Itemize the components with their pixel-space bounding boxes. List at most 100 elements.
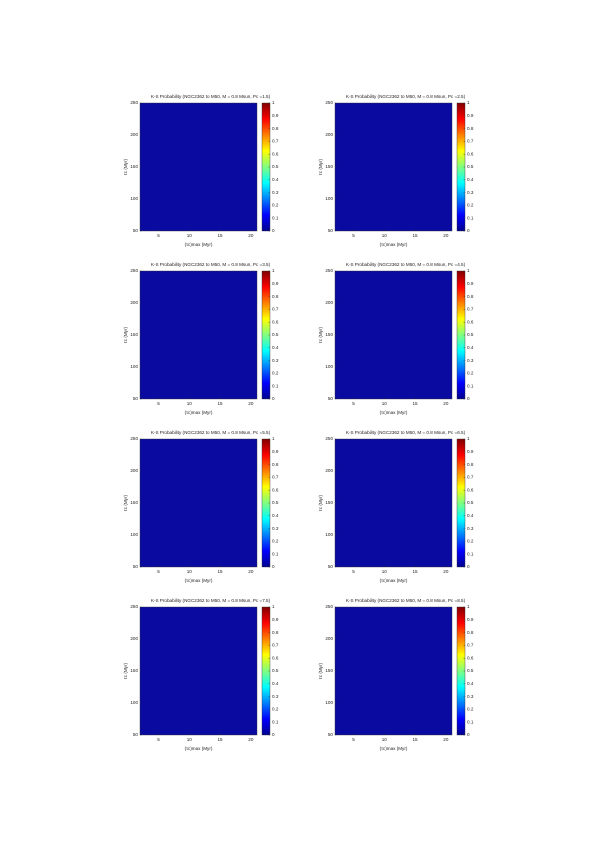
x-axis-label: (τc)max (Myr) bbox=[185, 746, 213, 751]
y-tick-label: 250 bbox=[130, 436, 138, 441]
colorbar-tick-label: 1 bbox=[272, 436, 275, 441]
colorbar-tick-label: 0.3 bbox=[467, 526, 474, 531]
colorbar-tick-label: 0.6 bbox=[272, 487, 279, 492]
x-tick-label: 15 bbox=[412, 401, 418, 406]
y-tick-label: 200 bbox=[325, 300, 333, 305]
colorbar-tick-label: 0.3 bbox=[272, 190, 279, 195]
heatmap-field bbox=[335, 103, 452, 231]
colorbar-tick-label: 1 bbox=[467, 604, 470, 609]
colorbar-tick-label: 0.4 bbox=[467, 345, 474, 350]
y-tick-label: 150 bbox=[130, 332, 138, 337]
panel: K-S Probability (NGC2362 to M50, M = 0.8… bbox=[318, 598, 474, 751]
y-tick-label: 250 bbox=[130, 604, 138, 609]
colorbar-tick-label: 0.4 bbox=[272, 681, 279, 686]
heatmap-field bbox=[335, 271, 452, 399]
x-tick-label: 5 bbox=[352, 569, 355, 574]
colorbar-tick-label: 0.3 bbox=[467, 694, 474, 699]
colorbar-tick-label: 0.3 bbox=[467, 358, 474, 363]
heatmap-field bbox=[335, 439, 452, 567]
y-tick-label: 250 bbox=[325, 268, 333, 273]
y-tick-label: 150 bbox=[325, 332, 333, 337]
colorbar-tick-label: 0.3 bbox=[272, 526, 279, 531]
panel-title: K-S Probability (NGC2362 to M50, M = 0.8… bbox=[346, 94, 466, 99]
colorbar-tick-label: 0.9 bbox=[272, 617, 279, 622]
colorbar-tick-label: 0.8 bbox=[467, 630, 474, 635]
colorbar-tick-label: 0.7 bbox=[272, 643, 279, 648]
colorbar-tick-label: 0.2 bbox=[272, 371, 279, 376]
colorbar-tick-label: 0.1 bbox=[467, 215, 474, 220]
colorbar-tick-label: 0.2 bbox=[467, 203, 474, 208]
colorbar-tick-label: 0.2 bbox=[467, 371, 474, 376]
colorbar-tick-label: 0.7 bbox=[467, 139, 474, 144]
colorbar-tick-label: 0.4 bbox=[467, 513, 474, 518]
x-tick-label: 10 bbox=[187, 401, 193, 406]
heatmap-field bbox=[140, 271, 257, 399]
colorbar-tick-label: 0.7 bbox=[467, 643, 474, 648]
colorbar-tick-label: 0.8 bbox=[467, 126, 474, 131]
colorbar-tick-label: 0.3 bbox=[467, 190, 474, 195]
y-tick-label: 100 bbox=[130, 196, 138, 201]
panel: K-S Probability (NGC2362 to M50, M = 0.8… bbox=[318, 262, 474, 415]
y-tick-label: 50 bbox=[133, 732, 139, 737]
x-tick-label: 5 bbox=[157, 569, 160, 574]
colorbar-tick-label: 0.8 bbox=[272, 294, 279, 299]
colorbar-tick-label: 0.6 bbox=[467, 487, 474, 492]
heatmap-field bbox=[335, 607, 452, 735]
y-tick-label: 50 bbox=[133, 564, 139, 569]
colorbar-tick-label: 0.1 bbox=[467, 383, 474, 388]
colorbar-tick-label: 0.2 bbox=[272, 203, 279, 208]
colorbar-tick-label: 0.3 bbox=[272, 694, 279, 699]
colorbar-tick-label: 0.9 bbox=[272, 281, 279, 286]
panel: K-S Probability (NGC2362 to M50, M = 0.8… bbox=[318, 430, 474, 583]
x-tick-label: 5 bbox=[352, 737, 355, 742]
panel-title: K-S Probability (NGC2362 to M50, M = 0.8… bbox=[151, 94, 271, 99]
colorbar-tick-label: 0.1 bbox=[467, 719, 474, 724]
colorbar-tick-label: 0.8 bbox=[272, 126, 279, 131]
x-tick-label: 10 bbox=[382, 401, 388, 406]
colorbar-tick-label: 0.5 bbox=[467, 332, 474, 337]
x-tick-label: 20 bbox=[443, 233, 449, 238]
y-tick-label: 50 bbox=[133, 396, 139, 401]
y-tick-label: 250 bbox=[325, 436, 333, 441]
y-tick-label: 200 bbox=[325, 636, 333, 641]
panel: K-S Probability (NGC2362 to M50, M = 0.8… bbox=[318, 94, 474, 247]
colorbar-tick-label: 1 bbox=[467, 100, 470, 105]
colorbar-tick-label: 0.5 bbox=[272, 500, 279, 505]
x-tick-label: 20 bbox=[248, 401, 254, 406]
heatmap-field bbox=[140, 439, 257, 567]
panel-title: K-S Probability (NGC2362 to M50, M = 0.8… bbox=[346, 262, 466, 267]
x-tick-label: 20 bbox=[248, 737, 254, 742]
y-tick-label: 50 bbox=[328, 732, 334, 737]
panel: K-S Probability (NGC2362 to M50, M = 0.8… bbox=[123, 262, 279, 415]
colorbar-tick-label: 0 bbox=[272, 228, 275, 233]
colorbar-tick-label: 0.9 bbox=[272, 113, 279, 118]
x-tick-label: 15 bbox=[217, 569, 223, 574]
y-tick-label: 250 bbox=[130, 100, 138, 105]
colorbar-tick-label: 1 bbox=[467, 436, 470, 441]
colorbar-tick-label: 0.1 bbox=[272, 215, 279, 220]
colorbar-tick-label: 0.2 bbox=[272, 707, 279, 712]
y-axis-label: τc (Myr) bbox=[123, 158, 128, 175]
colorbar-tick-label: 0.5 bbox=[467, 500, 474, 505]
x-tick-label: 20 bbox=[443, 401, 449, 406]
y-tick-label: 50 bbox=[328, 396, 334, 401]
x-tick-label: 10 bbox=[187, 737, 193, 742]
panel-title: K-S Probability (NGC2362 to M50, M = 0.8… bbox=[151, 598, 271, 603]
colorbar-tick-label: 0.4 bbox=[272, 513, 279, 518]
x-tick-label: 20 bbox=[248, 569, 254, 574]
colorbar-tick-label: 0.4 bbox=[467, 681, 474, 686]
y-tick-label: 100 bbox=[325, 700, 333, 705]
x-tick-label: 5 bbox=[352, 401, 355, 406]
colorbar-tick-label: 0 bbox=[272, 732, 275, 737]
colorbar-tick-label: 0.4 bbox=[272, 345, 279, 350]
x-tick-label: 5 bbox=[352, 233, 355, 238]
colorbar-tick-label: 0.1 bbox=[272, 383, 279, 388]
colorbar-tick-label: 0.8 bbox=[467, 462, 474, 467]
colorbar-tick-label: 0.8 bbox=[272, 630, 279, 635]
colorbar-tick-label: 0.5 bbox=[467, 164, 474, 169]
y-tick-label: 100 bbox=[325, 532, 333, 537]
colorbar-tick-label: 0 bbox=[467, 732, 470, 737]
y-tick-label: 150 bbox=[325, 164, 333, 169]
x-axis-label: (τc)max (Myr) bbox=[380, 410, 408, 415]
panel-title: K-S Probability (NGC2362 to M50, M = 0.8… bbox=[151, 262, 271, 267]
